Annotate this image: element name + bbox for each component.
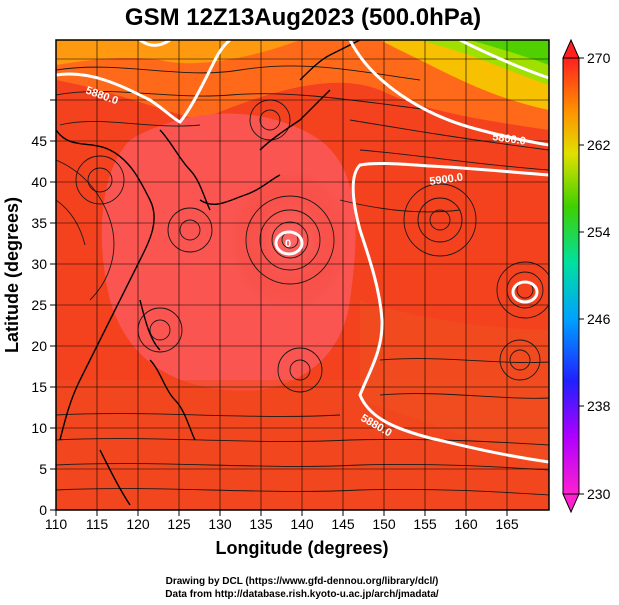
eastern-band [360, 300, 549, 470]
x-tick-labels: 110 115 120 125 130 135 140 145 150 155 … [45, 516, 519, 532]
contour-ne [459, 40, 549, 80]
x-axis-label: Longitude (degrees) [215, 538, 388, 558]
colorbar: 270 262 254 246 238 230 [562, 38, 611, 514]
plot-area: 5880.0 5800.0 5900.0 5880.0 0 [56, 40, 549, 510]
y-tick-30: 30 [31, 256, 47, 272]
y-tick-10: 10 [31, 420, 47, 436]
colorbar-bottom-arrow [562, 493, 580, 514]
contour-label-5900: 5900.0 [429, 171, 464, 188]
map-title: GSM 12Z13Aug2023 (500.0hPa) [125, 4, 481, 31]
colorbar-top-arrow [562, 38, 580, 59]
colorbar-gradient [562, 57, 580, 495]
colorbar-label-270: 270 [587, 50, 611, 66]
x-tick-145: 145 [331, 516, 355, 532]
contour-5880-east [351, 161, 549, 464]
contour-label-center: 0 [285, 238, 291, 250]
x-tick-155: 155 [413, 516, 437, 532]
x-axis-ticks [55, 510, 508, 516]
contour-label-5800: 5800.0 [492, 131, 527, 148]
x-tick-130: 130 [208, 516, 232, 532]
x-tick-165: 165 [495, 516, 519, 532]
grid-lines [56, 40, 549, 510]
y-tick-20: 20 [31, 338, 47, 354]
y-axis-label: Latitude (degrees) [2, 197, 22, 353]
contour-5880-nw [56, 40, 231, 124]
y-tick-45: 45 [31, 133, 47, 149]
x-tick-115: 115 [86, 516, 109, 532]
x-tick-140: 140 [290, 516, 314, 532]
contour-5800 [348, 40, 549, 147]
orange-band-nw [56, 40, 300, 65]
geopotential-contours [56, 40, 549, 464]
x-tick-150: 150 [372, 516, 396, 532]
y-tick-labels: 0 5 10 15 20 25 30 35 40 45 [31, 133, 47, 518]
x-tick-160: 160 [454, 516, 478, 532]
x-tick-135: 135 [249, 516, 273, 532]
credit-data: Data from http://database.rish.kyoto-u.a… [165, 589, 439, 600]
colorbar-label-254: 254 [587, 224, 611, 240]
contour-nw-top [139, 40, 171, 47]
wind-streamlines [56, 65, 549, 496]
y-axis-ticks [50, 99, 56, 511]
credit-drawing: Drawing by DCL (https://www.gfd-dennou.o… [166, 576, 439, 587]
hot-core [230, 170, 350, 310]
contour-ring-east [511, 280, 539, 304]
colorbar-label-262: 262 [587, 137, 611, 153]
y-tick-0: 0 [39, 502, 47, 518]
y-tick-15: 15 [31, 379, 47, 395]
y-tick-5: 5 [39, 461, 47, 477]
y-tick-35: 35 [31, 215, 47, 231]
y-tick-25: 25 [31, 297, 47, 313]
colorbar-label-246: 246 [587, 311, 611, 327]
y-tick-40: 40 [31, 174, 47, 190]
green-core-ne [470, 40, 549, 65]
colorbar-label-230: 230 [587, 486, 611, 502]
x-tick-120: 120 [126, 516, 150, 532]
contour-ring-center [274, 230, 304, 256]
colorbar-label-238: 238 [587, 398, 611, 414]
x-tick-125: 125 [167, 516, 191, 532]
x-tick-110: 110 [45, 516, 68, 532]
